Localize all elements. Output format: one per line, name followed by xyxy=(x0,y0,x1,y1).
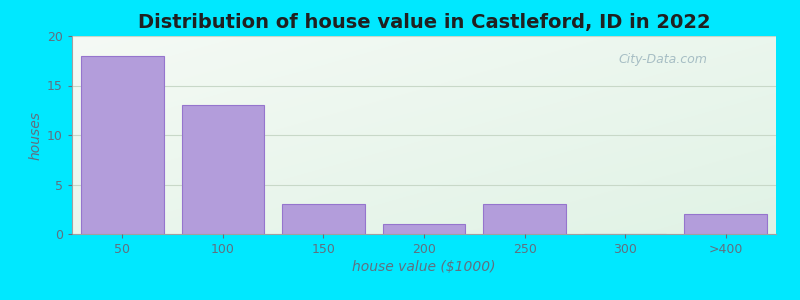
Y-axis label: houses: houses xyxy=(29,110,43,160)
Bar xyxy=(282,204,365,234)
Bar xyxy=(483,204,566,234)
Text: City-Data.com: City-Data.com xyxy=(619,53,708,66)
Bar xyxy=(685,214,767,234)
Bar xyxy=(382,224,466,234)
Title: Distribution of house value in Castleford, ID in 2022: Distribution of house value in Castlefor… xyxy=(138,13,710,32)
Bar xyxy=(182,105,264,234)
Bar xyxy=(81,56,163,234)
X-axis label: house value ($1000): house value ($1000) xyxy=(352,260,496,274)
